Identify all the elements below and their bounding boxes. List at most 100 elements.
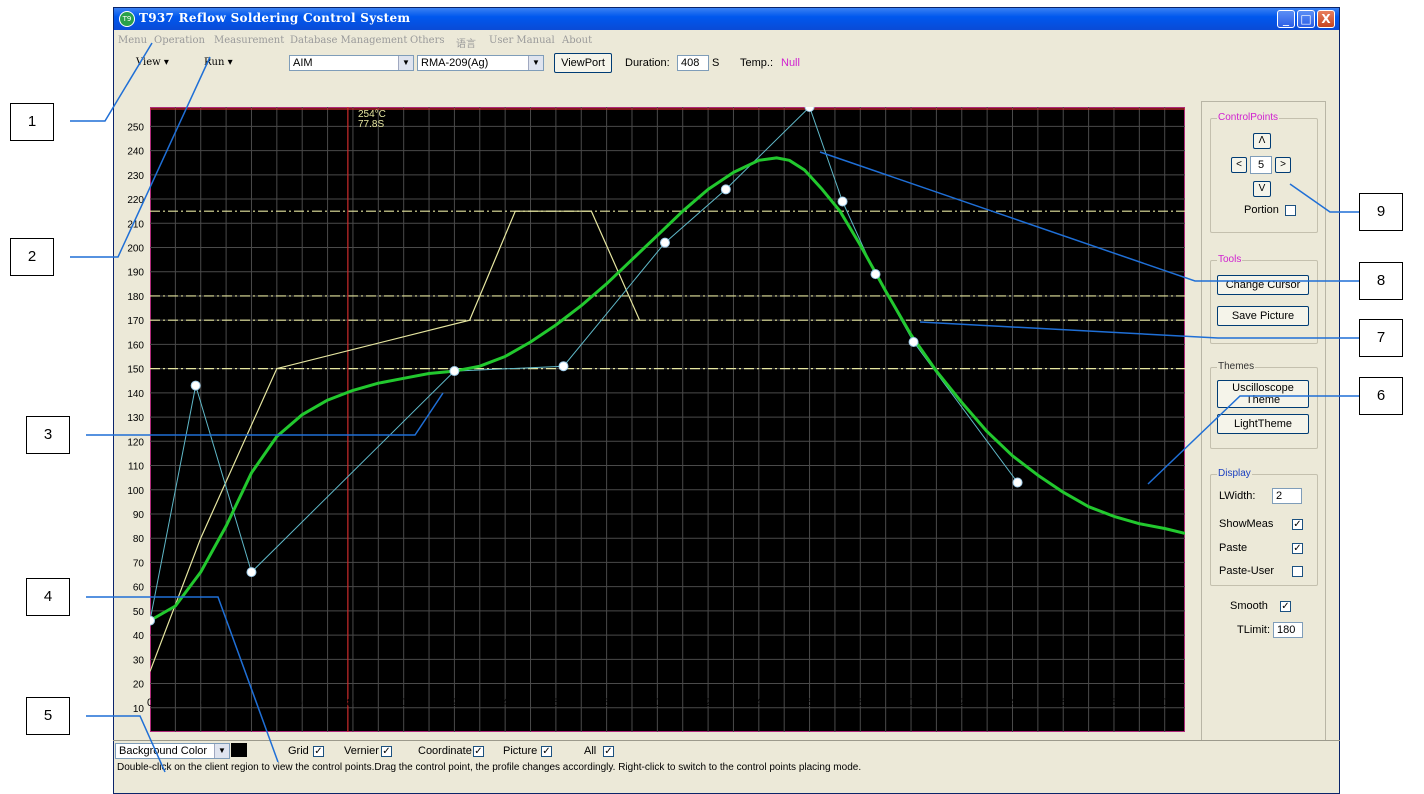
tlimit-input[interactable]: 180 [1273, 622, 1303, 638]
control-point[interactable] [449, 366, 460, 377]
paste-model-value: RMA-209(Ag) [421, 57, 489, 69]
callout-9: 9 [1359, 193, 1403, 231]
tools-group: Tools Change Cursor Save Picture [1210, 254, 1318, 344]
duration-label: Duration: [625, 57, 670, 69]
view-dropdown[interactable]: View ▾ [136, 57, 169, 68]
portion-label: Portion [1244, 204, 1279, 216]
x-tick-label: 100 [394, 697, 412, 709]
chevron-down-icon[interactable]: ▼ [528, 56, 543, 70]
cp-index-field[interactable]: 5 [1250, 156, 1272, 174]
control-point[interactable] [908, 336, 919, 347]
cp-left-button[interactable]: < [1231, 157, 1247, 173]
callout-7: 7 [1359, 319, 1403, 357]
ideal-profile-line [150, 210, 641, 672]
x-tick-label: 240 [750, 697, 768, 709]
themes-group: Themes Uscilloscope Theme LightTheme [1210, 361, 1318, 449]
smooth-label: Smooth [1230, 600, 1268, 612]
reflow-profile-chart[interactable]: 254°C 77.8S [150, 107, 1185, 732]
right-panel: ControlPoints Λ < 5 > V Portion Tools Ch… [1201, 101, 1326, 741]
cp-right-button[interactable]: > [1275, 157, 1291, 173]
limit-lines [150, 210, 1185, 370]
paste-checkbox[interactable]: ✓ [1292, 543, 1303, 554]
picture-checkbox[interactable]: ✓ [541, 746, 552, 757]
menu-item-measurement[interactable]: Measurement [214, 35, 285, 46]
callout-1: 1 [10, 103, 54, 141]
callout-6: 6 [1359, 377, 1403, 415]
menu-item-language[interactable]: 语言 [456, 39, 476, 50]
all-checkbox[interactable]: ✓ [603, 746, 614, 757]
y-tick-label: 90 [133, 510, 145, 521]
menu-item-about[interactable]: About [562, 35, 593, 46]
control-point[interactable] [150, 615, 155, 626]
x-tick-label: 340 [1003, 697, 1021, 709]
y-tick-label: 30 [133, 655, 145, 666]
minimize-button[interactable]: _ [1277, 10, 1295, 28]
x-tick-label: 120 [445, 697, 463, 709]
title-bar[interactable]: T9 T937 Reflow Soldering Control System … [114, 8, 1339, 30]
callout-8: 8 [1359, 262, 1403, 300]
cp-up-button[interactable]: Λ [1253, 133, 1271, 149]
chevron-down-icon[interactable]: ▼ [398, 56, 413, 70]
showmeas-checkbox[interactable]: ✓ [1292, 519, 1303, 530]
maximize-button[interactable]: □ [1297, 10, 1315, 28]
light-theme-button[interactable]: LightTheme [1217, 414, 1309, 434]
duration-input[interactable]: 408 [677, 55, 709, 71]
y-tick-label: 110 [128, 462, 144, 473]
control-point[interactable] [190, 380, 201, 391]
smooth-checkbox[interactable]: ✓ [1280, 601, 1291, 612]
window-title: T937 Reflow Soldering Control System [139, 11, 411, 25]
solder-paste-combo[interactable]: AIM ▼ [289, 55, 414, 71]
plot-grid [150, 107, 1185, 732]
picture-label: Picture [503, 745, 538, 757]
cp-down-button[interactable]: V [1253, 181, 1271, 197]
status-bar: Double-click on the client region to vie… [117, 762, 862, 773]
coordinate-checkbox[interactable]: ✓ [473, 746, 484, 757]
x-tick-label: 280 [851, 697, 869, 709]
y-tick-label: 170 [127, 316, 144, 327]
cursor-temp-label: 254°C [358, 109, 386, 120]
x-tick-label: 320 [953, 697, 971, 709]
x-axis: 0 20 40 60 80 100 120 140 160 180 200 220 240 260 280 3… [147, 697, 1174, 709]
background-color-swatch[interactable] [231, 743, 247, 757]
paste-model-combo[interactable]: RMA-209(Ag) ▼ [417, 55, 544, 71]
viewport-button[interactable]: ViewPort [554, 53, 612, 73]
change-cursor-button[interactable]: Change Cursor [1217, 275, 1309, 295]
menu-item-menu[interactable]: Menu [118, 35, 148, 46]
menu-item-user-manual[interactable]: User Manual [489, 35, 555, 46]
x-tick-label: 40 [245, 697, 257, 709]
menu-bar: Menu Operation Measurement Database Mana… [114, 34, 1339, 50]
x-tick-label: 0 [147, 697, 153, 709]
menu-item-operation[interactable]: Operation [154, 35, 205, 46]
control-point[interactable] [558, 361, 569, 372]
control-point[interactable] [870, 269, 881, 280]
control-point[interactable] [246, 567, 257, 578]
control-point[interactable] [720, 184, 731, 195]
control-point[interactable] [1012, 477, 1023, 488]
app-icon: T9 [119, 11, 135, 27]
control-point[interactable] [804, 107, 815, 112]
chevron-down-icon[interactable]: ▼ [214, 744, 229, 758]
plot-background[interactable] [150, 107, 1185, 732]
background-color-value: Background Color [119, 745, 208, 757]
background-color-combo[interactable]: Background Color ▼ [115, 743, 230, 759]
y-tick-label: 140 [127, 389, 144, 400]
menu-item-database-management[interactable]: Database Management [290, 35, 408, 46]
y-tick-label: 180 [127, 292, 144, 303]
x-tick-label: 160 [547, 697, 565, 709]
lwidth-input[interactable]: 2 [1272, 488, 1302, 504]
grid-label: Grid [288, 745, 309, 757]
paste-user-checkbox[interactable] [1292, 566, 1303, 577]
vernier-checkbox[interactable]: ✓ [381, 746, 392, 757]
run-dropdown[interactable]: Run ▾ [204, 57, 233, 68]
y-axis: 1020304050607080901001101201301401501601… [127, 122, 145, 714]
control-point[interactable] [659, 237, 670, 248]
display-group: Display LWidth: 2 ShowMeas ✓ Paste ✓ Pas… [1210, 468, 1318, 586]
save-picture-button[interactable]: Save Picture [1217, 306, 1309, 326]
portion-checkbox[interactable] [1285, 205, 1296, 216]
grid-checkbox[interactable]: ✓ [313, 746, 324, 757]
y-tick-label: 130 [127, 413, 144, 424]
close-button[interactable]: X [1317, 10, 1335, 28]
menu-item-others[interactable]: Others [410, 35, 445, 46]
control-point[interactable] [837, 196, 848, 207]
oscilloscope-theme-button[interactable]: Uscilloscope Theme [1217, 380, 1309, 408]
